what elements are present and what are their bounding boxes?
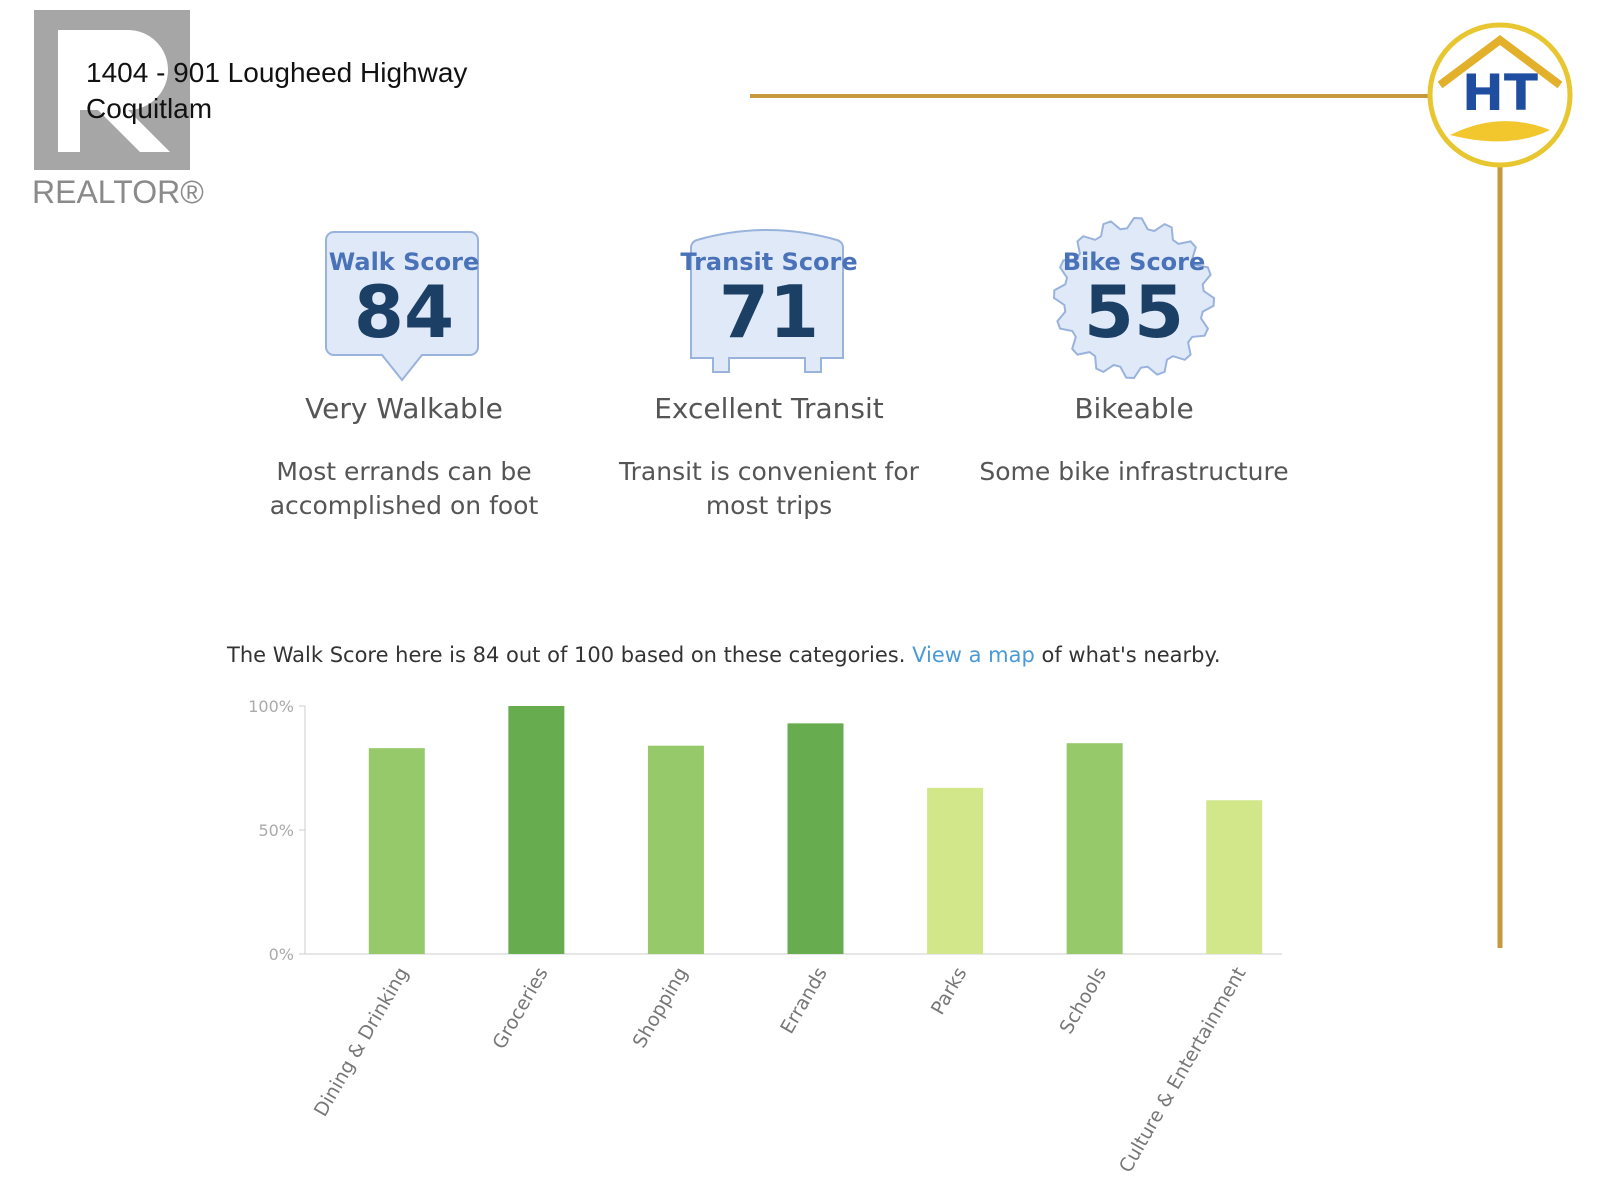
agent-logo-wave [1450, 121, 1550, 142]
walk-badge [325, 231, 479, 382]
agent-logo-roof [1437, 35, 1563, 89]
x-tick-label: Groceries [488, 964, 552, 1053]
view-map-link[interactable]: View a map [912, 643, 1035, 667]
score-label: Transit Score [680, 248, 857, 276]
x-tick-label: Culture & Entertainment [1115, 964, 1251, 1177]
address-line: Coquitlam [86, 93, 213, 124]
y-tick-label: 100% [248, 697, 294, 716]
bar [1206, 800, 1263, 954]
bar [647, 745, 704, 954]
score-description: Most errands can be accomplished on foot [269, 457, 539, 520]
score-value: 71 [719, 270, 819, 354]
bar [1066, 743, 1123, 954]
score-label: Walk Score [329, 248, 479, 276]
x-tick-label: Schools [1055, 964, 1111, 1038]
realtor-wordmark: REALTOR® [32, 174, 204, 210]
y-tick-label: 50% [258, 821, 294, 840]
score-rating: Very Walkable [305, 392, 503, 425]
score-description: Some bike infrastructure [979, 457, 1289, 486]
bar [508, 706, 565, 954]
intro-text: The Walk Score here is 84 out of 100 bas… [227, 643, 1221, 667]
x-tick-label: Shopping [629, 964, 693, 1052]
score-value: 84 [354, 270, 454, 354]
score-description: Transit is convenient for most trips [619, 457, 919, 520]
transit-badge [690, 229, 844, 373]
bar [927, 787, 984, 954]
x-tick-label: Errands [776, 964, 832, 1038]
badges [325, 216, 1216, 382]
score-label: Bike Score [1063, 248, 1206, 276]
y-tick-label: 0% [269, 945, 294, 964]
address-line: 1404 - 901 Lougheed Highway [86, 57, 468, 88]
x-tick-label: Dining & Drinking [310, 964, 413, 1121]
intro-before: The Walk Score here is 84 out of 100 bas… [227, 643, 906, 667]
bike-badge [1052, 216, 1216, 380]
intro-after: of what's nearby. [1041, 643, 1221, 667]
x-tick-label: Parks [927, 964, 972, 1019]
score-rating: Bikeable [1074, 392, 1194, 425]
agent-logo-text: HT [1462, 64, 1538, 122]
score-rating: Excellent Transit [654, 392, 884, 425]
score-value: 55 [1084, 270, 1184, 354]
realtor-logo-r [58, 30, 170, 152]
bar [787, 723, 844, 954]
bar [368, 748, 425, 954]
